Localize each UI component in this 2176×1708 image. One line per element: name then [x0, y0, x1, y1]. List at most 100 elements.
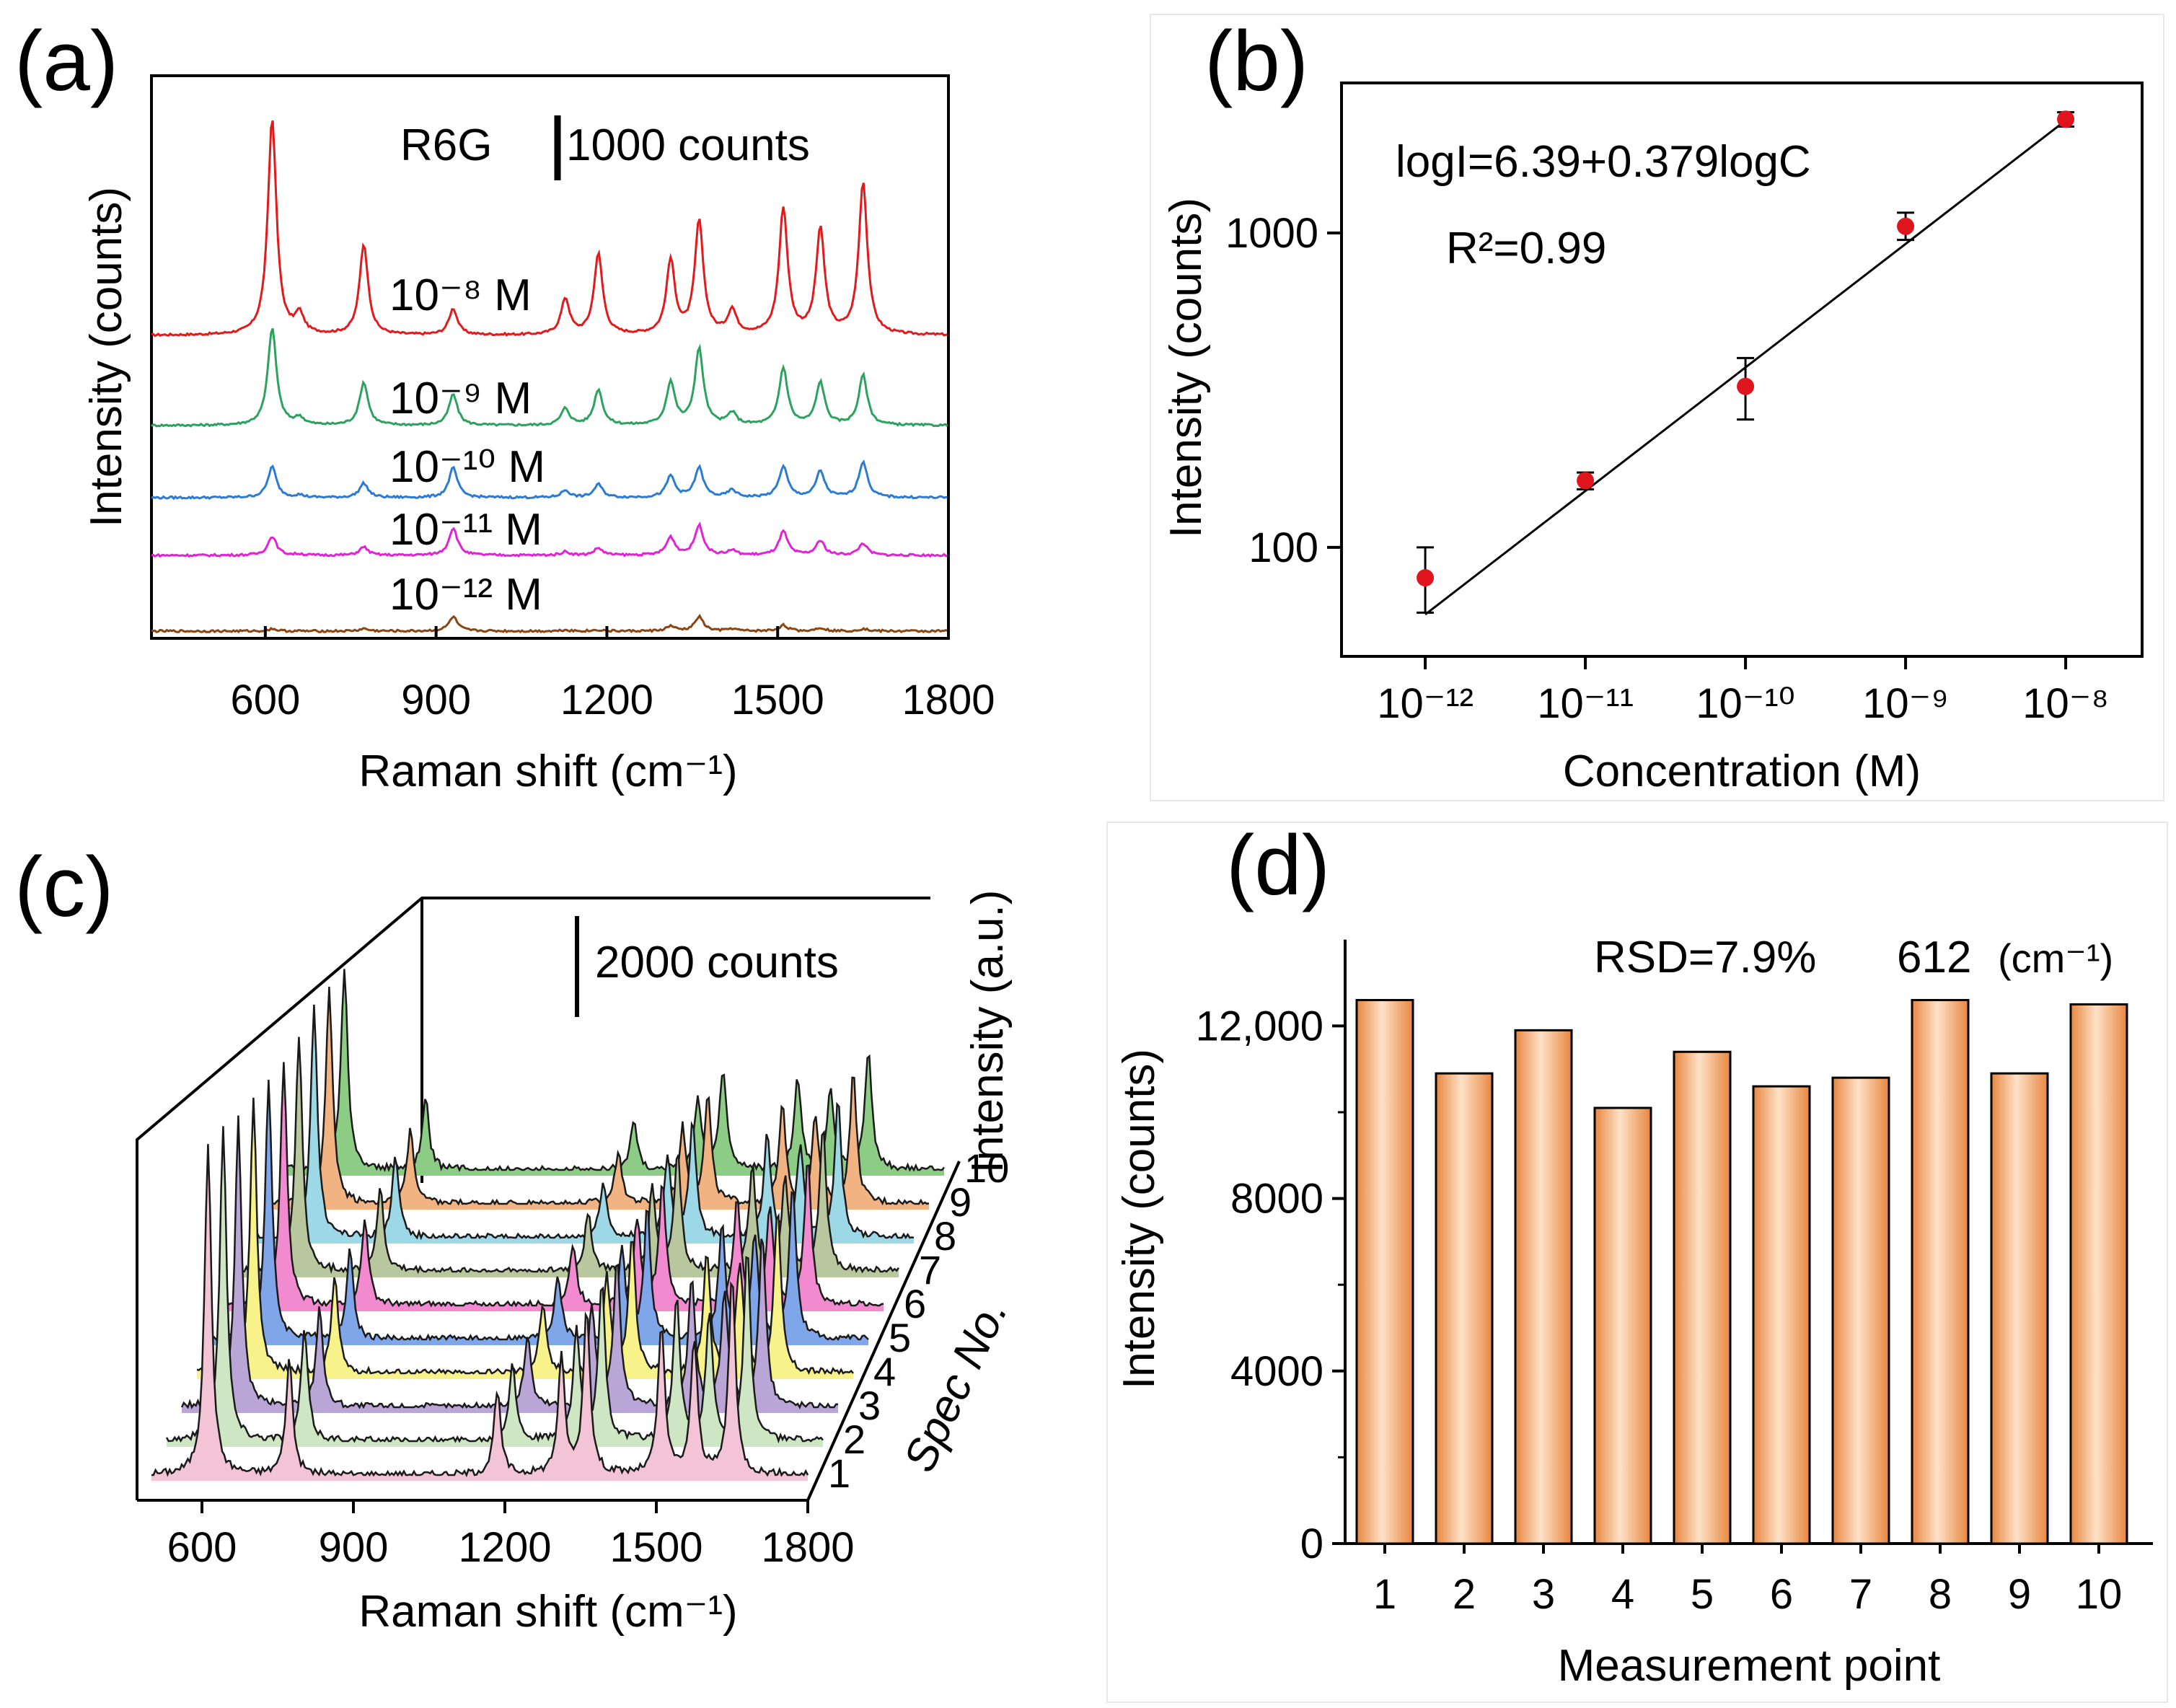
panel-b-equation: logI=6.39+0.379logC [1396, 137, 1811, 187]
panel-c-spec-tick-8: 8 [934, 1213, 956, 1259]
panel-c-xtick-label-1: 900 [319, 1524, 389, 1571]
panel-d-xtick-label-2: 2 [1453, 1571, 1476, 1618]
panel-c-back-wall [136, 897, 930, 1500]
panel-a-frame [150, 74, 950, 640]
panel-a-xlabel-unit: (cm⁻¹) [609, 747, 737, 796]
panel-a-spectra [151, 120, 948, 634]
panel-d-xtick-label-4: 4 [1611, 1571, 1634, 1618]
panel-c-xtick-label-3: 1500 [609, 1524, 702, 1571]
panel-d-ytick-label-3: 12,000 [1196, 1003, 1323, 1049]
panel-a-series-label-4: 10⁻¹¹ M [389, 505, 542, 555]
panel-d-xlabel: Measurement point [1558, 1641, 1941, 1691]
panel-c-spec-tick-4: 4 [873, 1349, 896, 1394]
panel-b-points [1417, 110, 2075, 614]
panel-b-xtick-label-3: 10⁻⁹ [1862, 680, 1949, 727]
panel-b-xtick-label-0: 10⁻¹² [1377, 680, 1474, 727]
panel-b-xtick-label-1: 10⁻¹¹ [1537, 680, 1634, 727]
panel-d-xtick-label-6: 6 [1770, 1571, 1793, 1618]
panel-d-bar-1 [1355, 999, 1414, 1545]
panel-c-spectrum-fill-3 [182, 1115, 838, 1413]
panel-a-label: (a) [14, 14, 118, 109]
panel-c-xtick-label-2: 1200 [458, 1524, 551, 1571]
panel-c-spec-tick-10: 10 [964, 1145, 1009, 1191]
panel-b-point-3 [1897, 217, 1915, 235]
panel-a-probe-label: R6G [400, 120, 492, 170]
panel-a-series-label-3: 10⁻¹⁰ M [389, 442, 545, 492]
panel-a-xlabel-text: Raman shift [358, 747, 597, 796]
panel-a-series-label-5: 10⁻¹² M [389, 570, 542, 620]
panel-d-box [1106, 822, 2168, 1703]
panel-d-bar-7 [1831, 1076, 1890, 1545]
panel-c-xlabel-unit: (cm⁻¹) [609, 1587, 737, 1637]
panel-d-bar-8 [1911, 999, 1970, 1545]
panel-c-spectrum-10 [287, 969, 945, 1173]
panel-c-3d-frame [136, 897, 961, 1502]
panel-d-bar-10 [2069, 1003, 2128, 1545]
panel-d-ytick-label-0: 0 [1300, 1520, 1323, 1567]
panel-d-xtick-label-8: 8 [1929, 1571, 1952, 1618]
panel-c-spectrum-fill-9 [273, 987, 929, 1210]
panel-d-bar-3 [1514, 1029, 1573, 1545]
panel-b-label: (b) [1204, 14, 1308, 109]
panel-a-xtick-label-1: 900 [401, 677, 471, 723]
panel-c-spectrum-fill-6 [227, 1062, 884, 1311]
panel-c-zlabel: Intensity (a.u.) [963, 890, 1013, 1174]
panel-c-xlabel-text: Raman shift [358, 1587, 597, 1637]
panel-a-xtick-label-0: 600 [230, 677, 300, 723]
panel-d-bar-9 [1990, 1072, 2049, 1545]
panel-a-xlabel: Raman shift (cm⁻¹) [358, 747, 737, 796]
panel-c-xtick-label-0: 600 [167, 1524, 237, 1571]
panel-a-xticks: 600 900 1200 1500 1800 [230, 626, 995, 723]
panel-d-ytick-label-1: 4000 [1230, 1348, 1323, 1395]
panel-b-point-0 [1417, 569, 1435, 587]
panel-b-ylabel: Intensity (counts) [1161, 198, 1211, 538]
panel-d-xtick-label-9: 9 [2008, 1571, 2031, 1618]
panel-d-ylabel: Intensity (counts) [1114, 1049, 1164, 1389]
panel-b-xtick-label-2: 10⁻¹⁰ [1696, 680, 1795, 727]
panel-b-ytick-label-1: 1000 [1225, 210, 1318, 257]
panel-d-xtick-label-7: 7 [1849, 1571, 1872, 1618]
panel-b-point-2 [1737, 377, 1755, 395]
panel-a-series-label-1: 10⁻⁸ M [389, 270, 532, 320]
panel-d-bar-6 [1752, 1085, 1811, 1545]
panel-d-xtick-label-5: 5 [1691, 1571, 1714, 1618]
panel-a-series-label-2: 10⁻⁹ M [389, 374, 532, 423]
panel-c-spec-tick-6: 6 [904, 1281, 926, 1326]
panel-a-series-4 [151, 521, 948, 558]
panel-c-spectra [151, 969, 945, 1481]
panel-d-peak-unit: (cm⁻¹) [1998, 936, 2113, 981]
panel-b-xtick-label-4: 10⁻⁸ [2022, 680, 2109, 727]
panel-b-ticks: 10⁻¹² 10⁻¹¹ 10⁻¹⁰ 10⁻⁹ 10⁻⁸ 100 1000 [1225, 210, 2109, 727]
panel-a-ylabel: Intensity (counts) [82, 187, 131, 527]
panel-c-spec-tick-9: 9 [949, 1179, 972, 1225]
panel-b-box [1150, 14, 2164, 801]
panel-d-peak-value: 612 [1897, 933, 1971, 982]
panel-d-rsd: RSD=7.9% [1594, 933, 1816, 982]
panel-c-xticks: 600 900 1200 1500 1800 [167, 1500, 855, 1571]
panel-a-series-labels: 10⁻⁸ M 10⁻⁹ M 10⁻¹⁰ M 10⁻¹¹ M 10⁻¹² M [389, 270, 545, 620]
panel-d-bar-5 [1673, 1050, 1732, 1545]
panel-a-xtick-label-3: 1500 [731, 677, 824, 723]
panel-d-xtick-label-1: 1 [1373, 1571, 1396, 1618]
panel-a-series-3 [151, 459, 948, 501]
panel-d-label: (d) [1226, 818, 1330, 913]
panel-c-spec-tick-1: 1 [828, 1451, 850, 1496]
panel-c-depth-axis [806, 1161, 961, 1501]
panel-c-xtick-label-4: 1800 [761, 1524, 854, 1571]
panel-c-spec-tick-5: 5 [889, 1315, 911, 1360]
panel-d-bars: 1 2 3 4 5 6 7 8 9 10 [1355, 999, 2128, 1618]
panel-a-xtick-label-2: 1200 [560, 677, 653, 723]
panel-b-frame [1340, 82, 2144, 658]
panel-c: (c) 2000 counts 600 900 1200 1500 1800 12345… [14, 840, 1017, 1637]
panel-b-point-4 [2057, 110, 2075, 128]
panel-b-ytick-label-0: 100 [1248, 524, 1318, 571]
panel-a-scale-bar-text: 1000 counts [566, 120, 810, 170]
panel-d-xtick-label-3: 3 [1532, 1571, 1555, 1618]
panel-d-ytick-label-2: 8000 [1230, 1176, 1323, 1223]
panel-a-series-5 [151, 613, 948, 634]
panel-a-series-1 [151, 120, 948, 338]
panel-b-xlabel: Concentration (M) [1563, 747, 1921, 796]
panel-b: (b) 10⁻¹² 10⁻¹¹ 10⁻¹⁰ 10⁻⁹ 10⁻⁸ 100 1000 logI=… [1150, 14, 2164, 801]
panel-d: (d) 0 4000 8000 12,000 1 2 3 4 5 6 7 8 9 10 RSD=7.9%… [1106, 818, 2168, 1703]
